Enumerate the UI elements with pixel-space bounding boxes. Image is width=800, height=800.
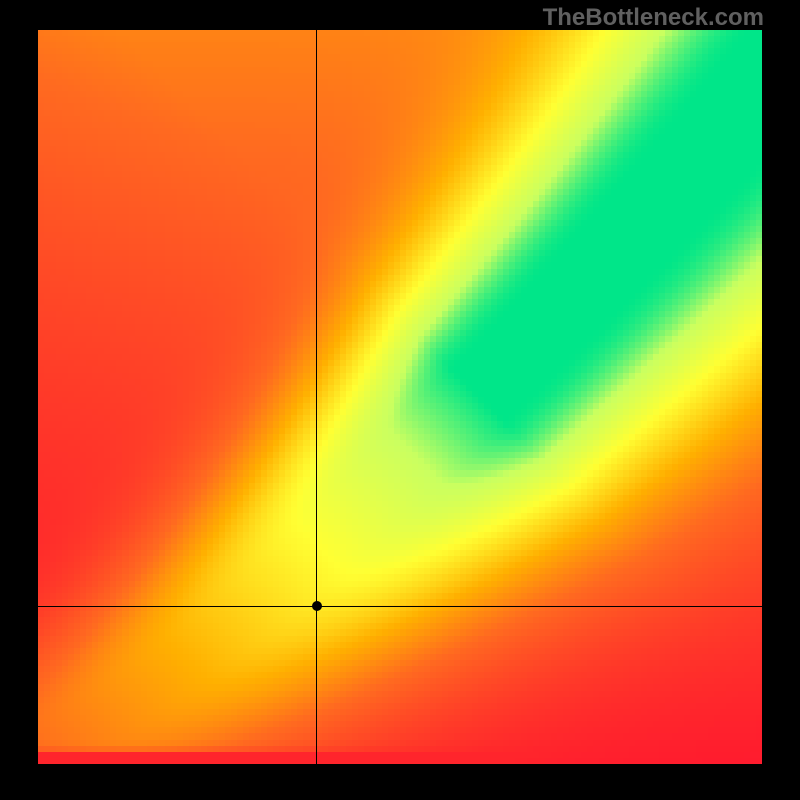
crosshair-horizontal	[38, 606, 762, 607]
watermark-text: TheBottleneck.com	[543, 4, 764, 32]
bottleneck-heatmap	[38, 30, 762, 764]
crosshair-vertical	[316, 30, 317, 764]
chart-container: TheBottleneck.com	[0, 0, 800, 800]
crosshair-marker	[312, 601, 322, 611]
